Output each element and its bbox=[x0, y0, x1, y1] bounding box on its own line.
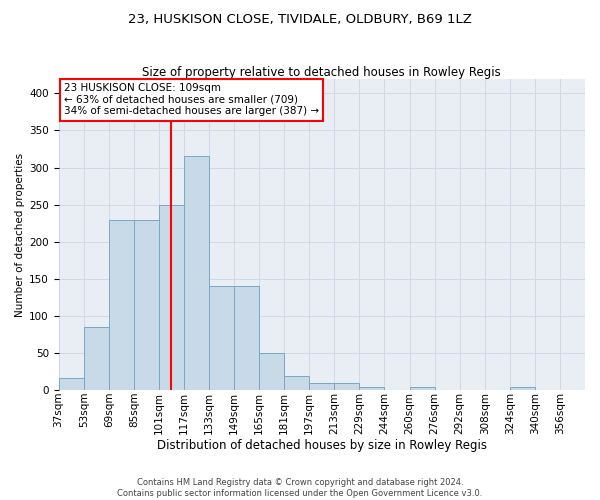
Bar bbox=[259, 354, 284, 391]
Bar bbox=[510, 386, 535, 390]
Text: 23, HUSKISON CLOSE, TIVIDALE, OLDBURY, B69 1LZ: 23, HUSKISON CLOSE, TIVIDALE, OLDBURY, B… bbox=[128, 12, 472, 26]
Bar bbox=[284, 376, 309, 390]
Bar bbox=[234, 286, 259, 391]
Bar bbox=[109, 220, 134, 390]
Text: Contains HM Land Registry data © Crown copyright and database right 2024.
Contai: Contains HM Land Registry data © Crown c… bbox=[118, 478, 482, 498]
Bar bbox=[309, 383, 334, 390]
Bar bbox=[410, 386, 434, 390]
Y-axis label: Number of detached properties: Number of detached properties bbox=[15, 152, 25, 316]
Bar bbox=[359, 386, 385, 390]
Bar bbox=[84, 328, 109, 390]
Bar bbox=[59, 378, 84, 390]
Text: 23 HUSKISON CLOSE: 109sqm
← 63% of detached houses are smaller (709)
34% of semi: 23 HUSKISON CLOSE: 109sqm ← 63% of detac… bbox=[64, 83, 319, 116]
Bar bbox=[134, 220, 159, 390]
X-axis label: Distribution of detached houses by size in Rowley Regis: Distribution of detached houses by size … bbox=[157, 440, 487, 452]
Bar bbox=[184, 156, 209, 390]
Bar bbox=[209, 286, 234, 391]
Title: Size of property relative to detached houses in Rowley Regis: Size of property relative to detached ho… bbox=[142, 66, 501, 78]
Bar bbox=[159, 205, 184, 390]
Bar bbox=[334, 383, 359, 390]
